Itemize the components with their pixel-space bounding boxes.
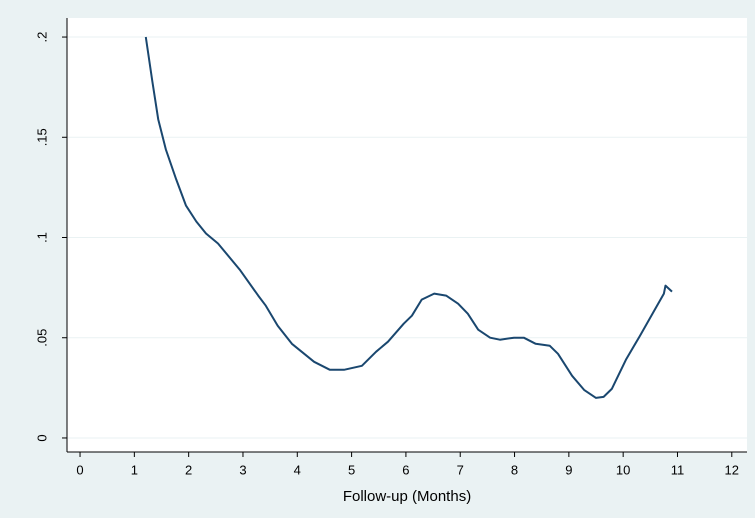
y-tick-label: .2 [34, 32, 49, 43]
y-tick-label: .05 [34, 329, 49, 347]
x-tick-label: 11 [671, 462, 685, 477]
x-tick-label: 0 [76, 462, 83, 477]
x-axis-title: Follow-up (Months) [343, 488, 471, 505]
x-tick-label: 1 [131, 462, 138, 477]
plot-area [67, 18, 747, 452]
x-tick-label: 4 [294, 462, 301, 477]
y-tick-label: .1 [34, 232, 49, 243]
x-tick-label: 9 [565, 462, 572, 477]
x-tick-label: 8 [511, 462, 518, 477]
y-tick-label: .15 [34, 128, 49, 146]
x-tick-label: 3 [239, 462, 246, 477]
x-tick-label: 6 [402, 462, 409, 477]
x-tick-label: 10 [616, 462, 630, 477]
x-tick-label: 5 [348, 462, 355, 477]
x-tick-label: 2 [185, 462, 192, 477]
y-tick-label: 0 [34, 434, 49, 441]
x-tick-label: 7 [457, 462, 464, 477]
data-line [144, 36, 673, 399]
x-tick-label: 12 [725, 462, 739, 477]
